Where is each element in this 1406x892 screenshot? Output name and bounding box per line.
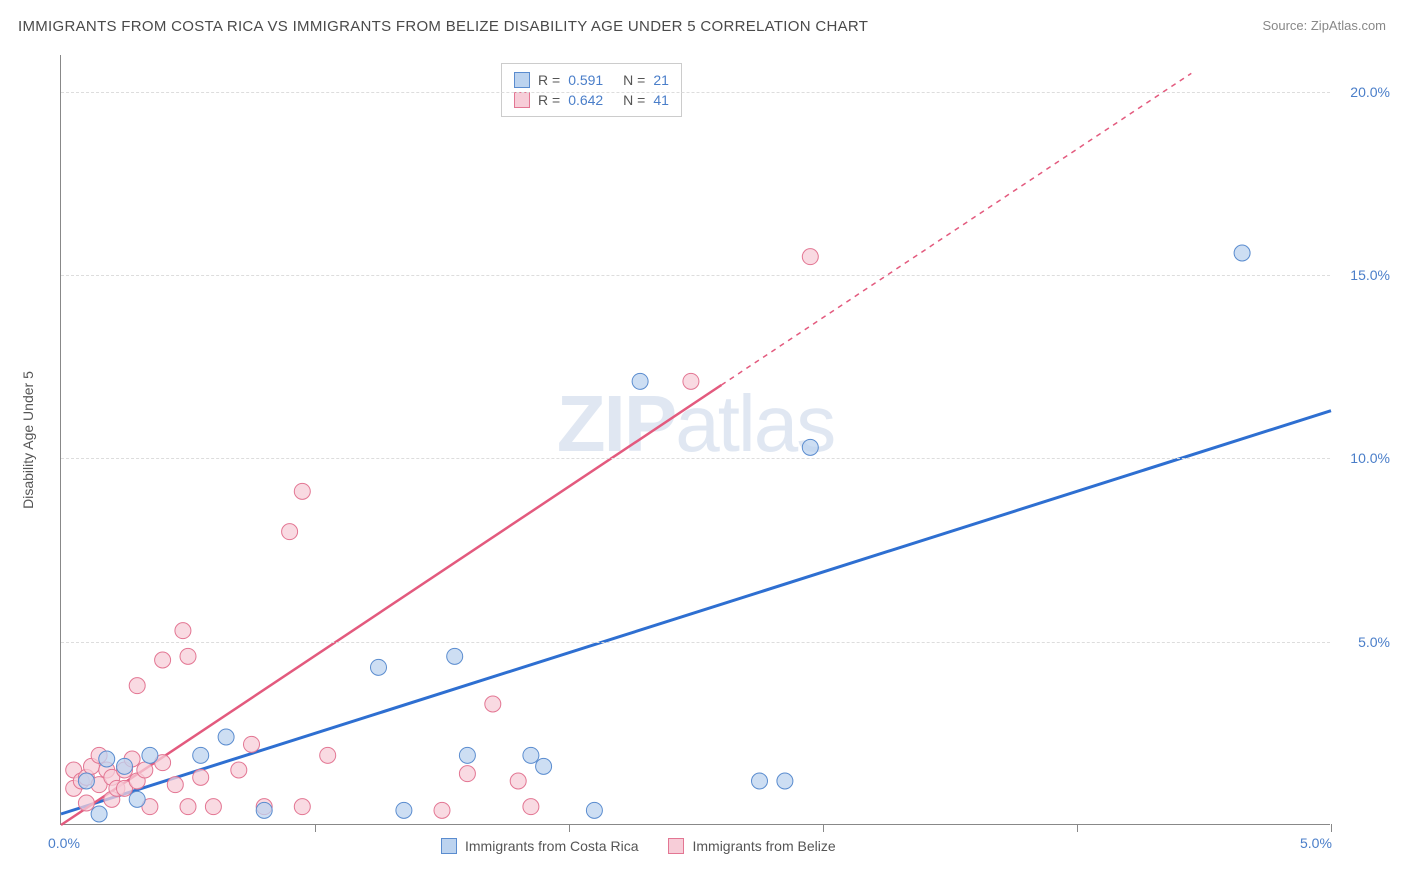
legend-row-belize: R = 0.642 N = 41 bbox=[514, 90, 669, 110]
gridline bbox=[61, 458, 1330, 459]
legend-item-belize: Immigrants from Belize bbox=[668, 838, 835, 854]
chart-title: IMMIGRANTS FROM COSTA RICA VS IMMIGRANTS… bbox=[18, 18, 868, 35]
right-axis-tick-label: 15.0% bbox=[1350, 267, 1390, 283]
chart-plot-area: ZIPatlas R = 0.591 N = 21 R = 0.642 N = … bbox=[60, 55, 1330, 825]
scatter-plot-svg bbox=[61, 55, 1330, 824]
gridline bbox=[61, 275, 1330, 276]
right-axis-tick-label: 20.0% bbox=[1350, 84, 1390, 100]
right-axis-tick-label: 10.0% bbox=[1350, 450, 1390, 466]
legend-series-box: Immigrants from Costa Rica Immigrants fr… bbox=[441, 838, 836, 854]
swatch-costa-rica-icon bbox=[441, 838, 457, 854]
x-axis-tick bbox=[1077, 824, 1078, 832]
gridline bbox=[61, 92, 1330, 93]
swatch-costa-rica bbox=[514, 72, 530, 88]
y-axis-label: Disability Age Under 5 bbox=[20, 371, 36, 509]
right-axis-tick-label: 5.0% bbox=[1358, 634, 1390, 650]
swatch-belize-icon bbox=[668, 838, 684, 854]
x-axis-origin-label: 0.0% bbox=[48, 835, 80, 851]
swatch-belize bbox=[514, 92, 530, 108]
legend-item-costa-rica: Immigrants from Costa Rica bbox=[441, 838, 638, 854]
x-axis-tick bbox=[315, 824, 316, 832]
x-axis-tick bbox=[569, 824, 570, 832]
gridline bbox=[61, 642, 1330, 643]
source-attribution: Source: ZipAtlas.com bbox=[1262, 18, 1386, 33]
x-axis-max-label: 5.0% bbox=[1300, 835, 1332, 851]
legend-row-costa-rica: R = 0.591 N = 21 bbox=[514, 70, 669, 90]
legend-correlation-box: R = 0.591 N = 21 R = 0.642 N = 41 bbox=[501, 63, 682, 117]
x-axis-tick bbox=[1331, 824, 1332, 832]
x-axis-tick bbox=[823, 824, 824, 832]
